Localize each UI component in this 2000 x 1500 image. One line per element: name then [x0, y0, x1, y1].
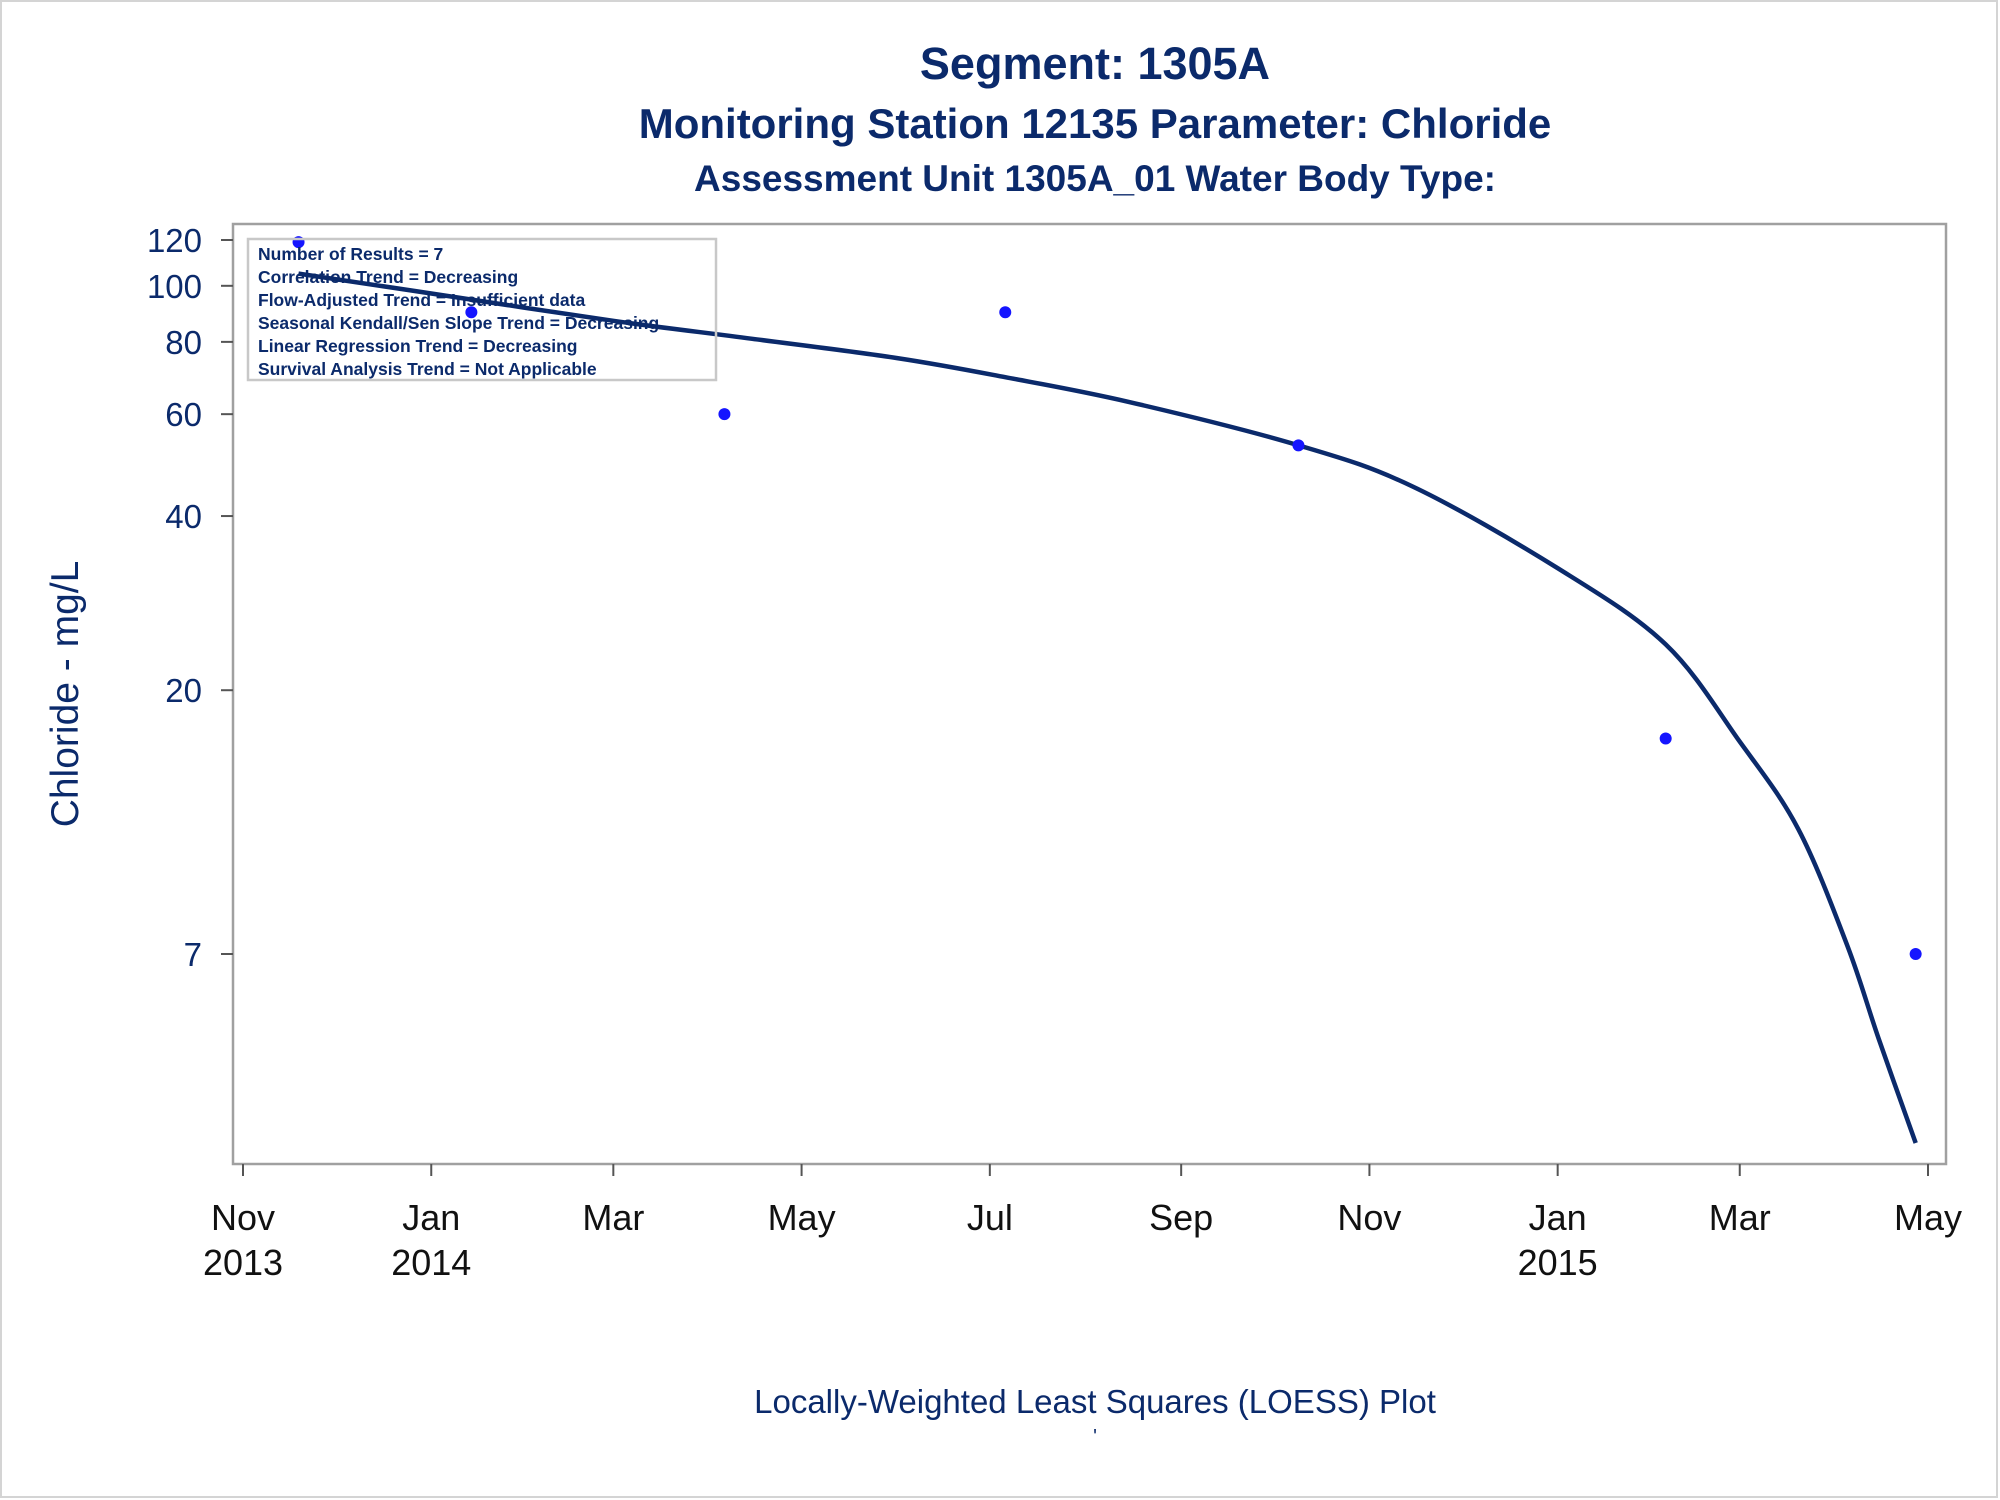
- stats-inset-box: [246, 237, 718, 382]
- stats-inset-line: Number of Results = 7: [258, 244, 443, 264]
- plot-area: [231, 222, 1948, 1166]
- x-tick-label: Nov: [211, 1197, 275, 1238]
- loess-curve: [298, 271, 1918, 1144]
- x-tick-year-label: 2014: [391, 1242, 471, 1283]
- y-tick-label: 40: [165, 498, 202, 535]
- plot-caption: Locally-Weighted Least Squares (LOESS) P…: [754, 1383, 1436, 1420]
- chart-subtitle: Monitoring Station 12135 Parameter: Chlo…: [638, 100, 1552, 147]
- y-tick-label: 7: [184, 936, 202, 973]
- y-tick-label: 60: [165, 396, 202, 433]
- x-tick-label: May: [768, 1197, 836, 1238]
- y-tick-label: 80: [165, 324, 202, 361]
- x-tick-label: Jan: [402, 1197, 460, 1238]
- x-tick-label: Nov: [1337, 1197, 1401, 1238]
- y-tick-label: 100: [147, 268, 202, 305]
- chart-title: Segment: 1305A: [919, 38, 1271, 89]
- y-axis-label: Chloride - mg/L: [44, 561, 87, 828]
- stats-inset-line: Flow-Adjusted Trend = Insufficient data: [258, 290, 585, 310]
- x-tick-year-label: 2013: [203, 1242, 283, 1283]
- x-tick-label: Jan: [1529, 1197, 1587, 1238]
- x-tick-label: Mar: [1709, 1197, 1771, 1238]
- data-point: [999, 306, 1012, 319]
- stats-inset-line: Correlation Trend = Decreasing: [258, 267, 518, 287]
- data-point: [465, 306, 478, 319]
- x-tick-label: May: [1894, 1197, 1962, 1238]
- x-tick-label: Jul: [967, 1197, 1013, 1238]
- stats-inset-line: Survival Analysis Trend = Not Applicable: [258, 359, 597, 379]
- y-tick-label: 120: [147, 222, 202, 259]
- data-point: [718, 408, 731, 421]
- chart-subtitle-2: Assessment Unit 1305A_01 Water Body Type…: [694, 158, 1496, 199]
- y-tick-label: 20: [165, 672, 202, 709]
- x-tick-year-label: 2015: [1518, 1242, 1598, 1283]
- x-tick-label: Sep: [1149, 1197, 1213, 1238]
- stats-inset-line: Linear Regression Trend = Decreasing: [258, 336, 578, 356]
- data-point: [1659, 732, 1672, 745]
- data-point: [1909, 948, 1922, 960]
- x-tick-label: Mar: [582, 1197, 644, 1238]
- stats-inset-line: Seasonal Kendall/Sen Slope Trend = Decre…: [258, 313, 659, 333]
- data-point: [1292, 439, 1305, 452]
- plot-caption-mark: ': [1093, 1426, 1097, 1448]
